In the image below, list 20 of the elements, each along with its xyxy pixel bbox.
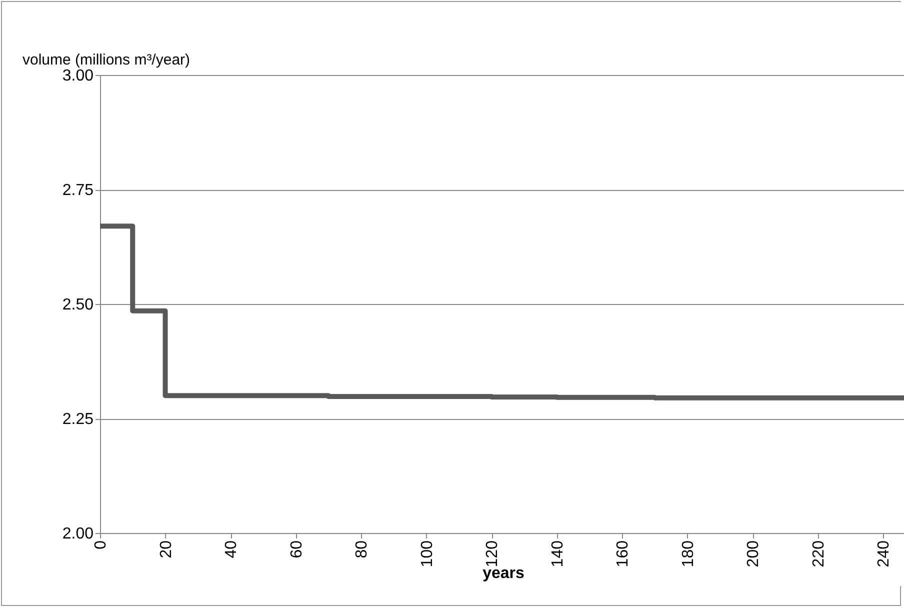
x-tick-label: 180 — [680, 540, 697, 568]
x-tick-label: 200 — [745, 540, 762, 568]
x-tick-label: 60 — [288, 540, 306, 558]
x-tick-label: 160 — [614, 540, 632, 568]
x-tick-label: 20 — [158, 540, 175, 558]
x-axis-title: years — [482, 565, 525, 582]
x-tick-label: 140 — [549, 540, 566, 568]
y-tick-label: 2.75 — [62, 182, 94, 199]
y-tick-label: 2.00 — [62, 526, 94, 542]
x-tick-label: 40 — [223, 540, 240, 558]
y-tick-label: 2.50 — [62, 296, 94, 314]
y-tick-label: 3.00 — [62, 68, 94, 84]
x-tick-label: 240 — [876, 540, 893, 568]
x-tick-label: 0 — [92, 540, 110, 550]
x-tick-label: 120 — [484, 540, 502, 568]
x-tick-label: 80 — [354, 540, 371, 558]
y-tick-label: 2.25 — [62, 411, 94, 428]
x-tick-label: 220 — [810, 540, 828, 568]
y-axis-title: volume (millions m³/year) — [22, 52, 190, 68]
x-tick-label: 100 — [418, 540, 436, 568]
